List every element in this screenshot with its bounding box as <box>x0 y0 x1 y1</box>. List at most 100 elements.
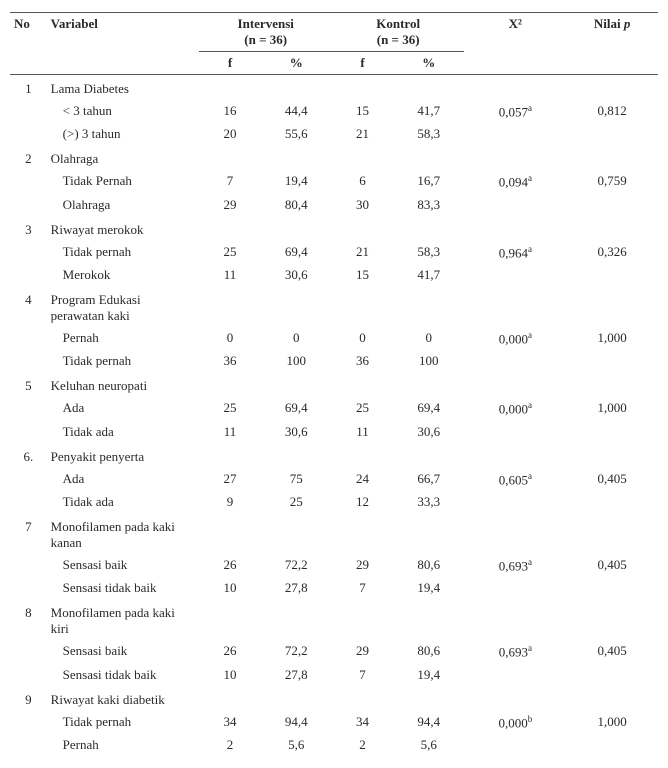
cell-f2: 7 <box>332 664 393 686</box>
cell-p2: 58,3 <box>393 241 464 264</box>
cell-f1: 25 <box>199 241 260 264</box>
cell-title: Monofilamen pada kaki kiri <box>47 599 200 640</box>
cell-p1: 94,4 <box>261 711 332 734</box>
col-f2: f <box>332 52 393 75</box>
cell-x2 <box>464 421 566 443</box>
table-row: Pernah25,625,6 <box>10 734 658 756</box>
col-pct1: % <box>261 52 332 75</box>
col-kontrol: Kontrol (n = 36) <box>332 13 464 52</box>
cell-label: Tidak pernah <box>47 241 200 264</box>
cell-f1: 29 <box>199 194 260 216</box>
cell-x2 <box>464 664 566 686</box>
cell-f2: 2 <box>332 734 393 756</box>
cell-p1: 69,4 <box>261 241 332 264</box>
table-row: Tidak pernah2569,42158,30,964a0,326 <box>10 241 658 264</box>
cell-pval <box>566 734 658 756</box>
cell-x2: 0,000a <box>464 397 566 420</box>
cell-title: Lama Diabetes <box>47 75 200 101</box>
cell-label: Sensasi baik <box>47 640 200 663</box>
cell-f1: 27 <box>199 468 260 491</box>
cell-p1: 72,2 <box>261 554 332 577</box>
table-body: 1Lama Diabetes< 3 tahun1644,41541,70,057… <box>10 75 658 756</box>
cell-label: Tidak ada <box>47 491 200 513</box>
cell-pval <box>566 664 658 686</box>
cell-x2: 0,693a <box>464 640 566 663</box>
cell-p2: 19,4 <box>393 577 464 599</box>
cell-f2: 6 <box>332 170 393 193</box>
cell-title: Penyakit penyerta <box>47 443 200 468</box>
group-title-row: 3Riwayat merokok <box>10 216 658 241</box>
table-row: Sensasi tidak baik1027,8719,4 <box>10 577 658 599</box>
cell-p1: 72,2 <box>261 640 332 663</box>
cell-f2: 21 <box>332 123 393 145</box>
cell-f2: 21 <box>332 241 393 264</box>
cell-pval: 0,812 <box>566 100 658 123</box>
table-row: Olahraga2980,43083,3 <box>10 194 658 216</box>
cell-f1: 26 <box>199 640 260 663</box>
cell-f2: 15 <box>332 264 393 286</box>
cell-p2: 5,6 <box>393 734 464 756</box>
cell-f2: 0 <box>332 327 393 350</box>
cell-pval <box>566 264 658 286</box>
table-row: Merokok1130,61541,7 <box>10 264 658 286</box>
group-title-row: 2Olahraga <box>10 145 658 170</box>
cell-pval: 0,759 <box>566 170 658 193</box>
cell-title: Keluhan neuropati <box>47 372 200 397</box>
cell-pval <box>566 123 658 145</box>
cell-f2: 7 <box>332 577 393 599</box>
cell-p2: 69,4 <box>393 397 464 420</box>
group-title-row: 7Monofilamen pada kaki kanan <box>10 513 658 554</box>
table-row: Ada27752466,70,605a0,405 <box>10 468 658 491</box>
cell-p2: 33,3 <box>393 491 464 513</box>
cell-x2: 0,000b <box>464 711 566 734</box>
cell-label: Olahraga <box>47 194 200 216</box>
table-row: Ada2569,42569,40,000a1,000 <box>10 397 658 420</box>
cell-p2: 83,3 <box>393 194 464 216</box>
cell-p2: 16,7 <box>393 170 464 193</box>
cell-no: 2 <box>10 145 47 170</box>
cell-f2: 36 <box>332 350 393 372</box>
cell-p2: 41,7 <box>393 100 464 123</box>
col-intervensi: Intervensi (n = 36) <box>199 13 331 52</box>
cell-f1: 34 <box>199 711 260 734</box>
cell-label: Ada <box>47 468 200 491</box>
cell-f1: 7 <box>199 170 260 193</box>
cell-f1: 16 <box>199 100 260 123</box>
cell-no: 3 <box>10 216 47 241</box>
cell-title: Program Edukasi perawatan kaki <box>47 286 200 327</box>
cell-x2: 0,057a <box>464 100 566 123</box>
cell-x2 <box>464 350 566 372</box>
cell-f2: 12 <box>332 491 393 513</box>
cell-label: < 3 tahun <box>47 100 200 123</box>
table-row: Sensasi tidak baik1027,8719,4 <box>10 664 658 686</box>
cell-label: Sensasi tidak baik <box>47 577 200 599</box>
cell-label: Merokok <box>47 264 200 286</box>
cell-label: (>) 3 tahun <box>47 123 200 145</box>
table-row: Pernah00000,000a1,000 <box>10 327 658 350</box>
cell-no: 4 <box>10 286 47 327</box>
table-row: Tidak Pernah719,4616,70,094a0,759 <box>10 170 658 193</box>
cell-p1: 5,6 <box>261 734 332 756</box>
cell-x2: 0,094a <box>464 170 566 193</box>
cell-f2: 24 <box>332 468 393 491</box>
cell-p1: 0 <box>261 327 332 350</box>
data-table: No Variabel Intervensi (n = 36) Kontrol … <box>10 12 658 756</box>
cell-f2: 15 <box>332 100 393 123</box>
cell-p2: 0 <box>393 327 464 350</box>
col-f1: f <box>199 52 260 75</box>
cell-pval: 0,405 <box>566 468 658 491</box>
cell-no: 7 <box>10 513 47 554</box>
cell-pval <box>566 491 658 513</box>
cell-p1: 27,8 <box>261 664 332 686</box>
cell-label: Tidak pernah <box>47 350 200 372</box>
cell-pval: 0,405 <box>566 554 658 577</box>
cell-x2 <box>464 577 566 599</box>
cell-p2: 30,6 <box>393 421 464 443</box>
cell-x2: 0,964a <box>464 241 566 264</box>
cell-f1: 10 <box>199 664 260 686</box>
cell-label: Sensasi tidak baik <box>47 664 200 686</box>
cell-f1: 11 <box>199 421 260 443</box>
cell-label: Sensasi baik <box>47 554 200 577</box>
cell-f1: 9 <box>199 491 260 513</box>
col-no: No <box>10 13 47 75</box>
